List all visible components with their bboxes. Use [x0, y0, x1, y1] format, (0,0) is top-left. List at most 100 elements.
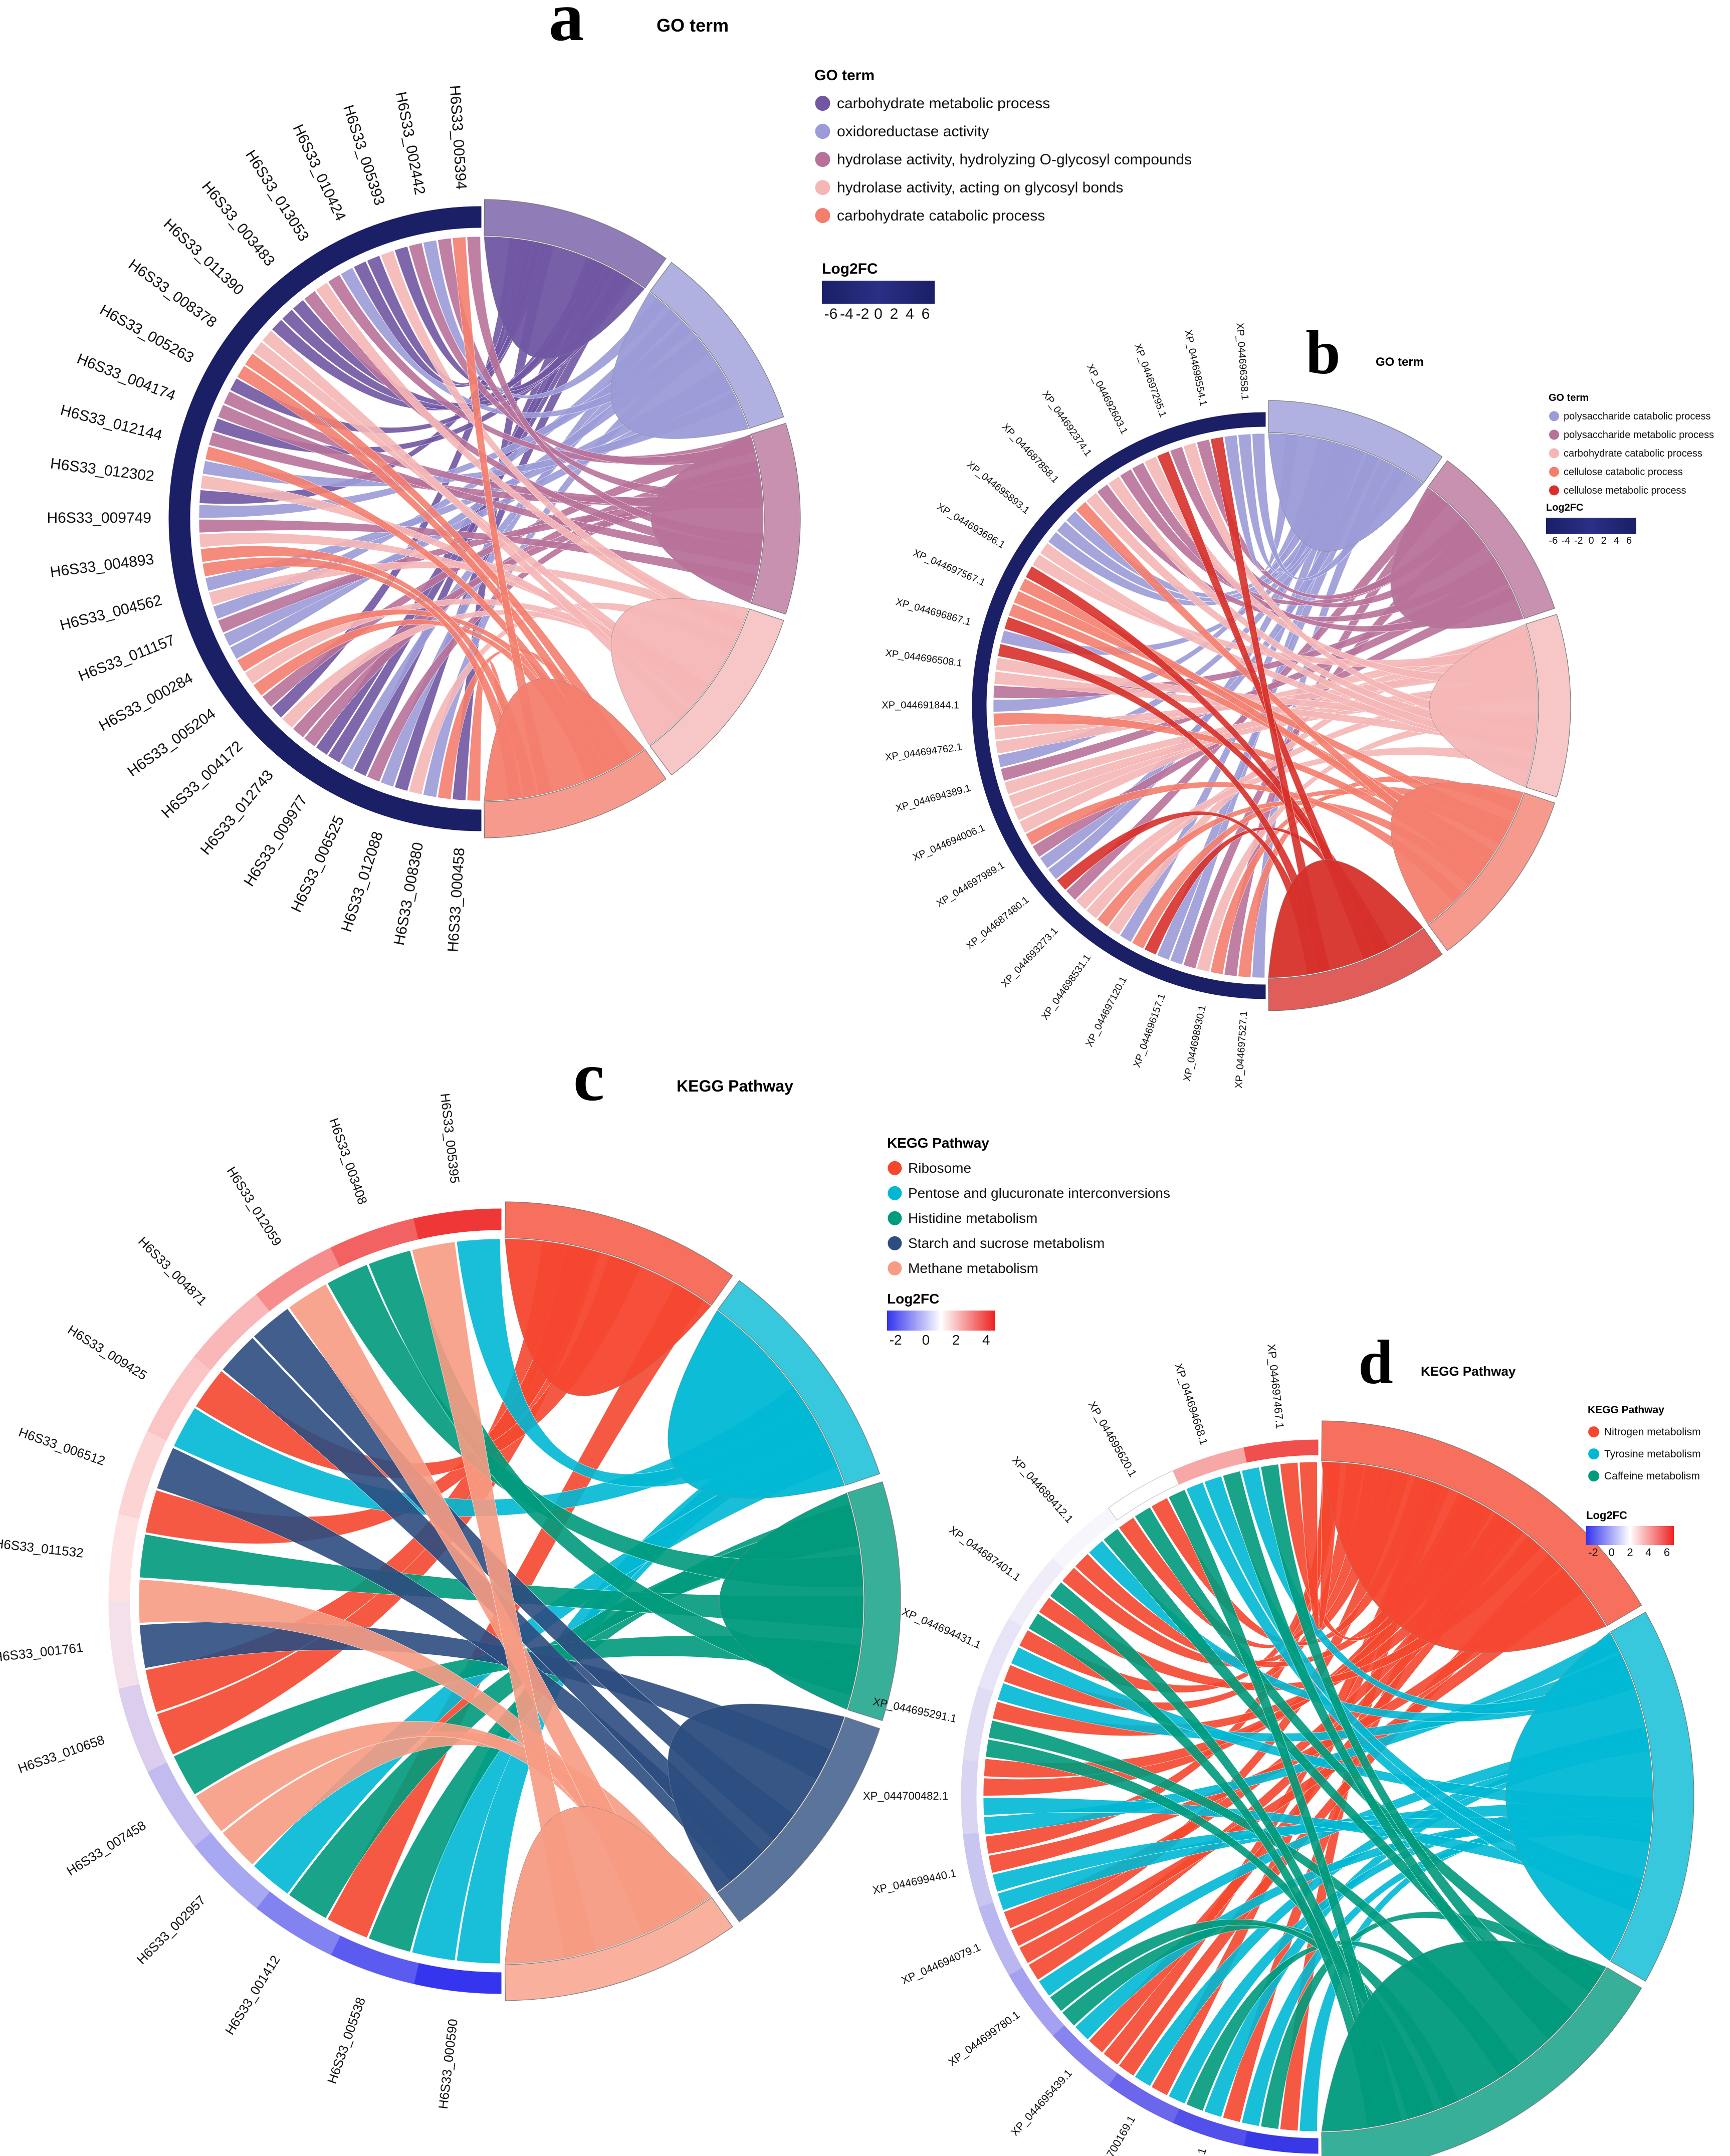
gene-label: XP_044694762.1 — [885, 742, 963, 763]
gene-segment — [108, 1601, 140, 1689]
gene-label: H6S33_009749 — [47, 510, 151, 526]
gene-segment — [978, 762, 1003, 804]
scale-tick: -2 — [1588, 1546, 1598, 1559]
gene-label: XP_044700482.1 — [863, 1790, 948, 1802]
scale-title: Log2FC — [1586, 1509, 1627, 1522]
gene-label: H6S33_002442 — [392, 90, 428, 196]
category-arc — [717, 1280, 881, 1486]
legend-label: Caffeine metabolism — [1604, 1470, 1700, 1482]
scale-tick: 2 — [890, 306, 899, 322]
legend-swatch — [815, 124, 830, 139]
scale-tick: 2 — [1627, 1546, 1633, 1559]
gene-segment — [1186, 414, 1228, 438]
legend: GO term polysaccharide catabolic process p… — [1549, 392, 1714, 496]
scale-tick: 2 — [952, 1332, 960, 1348]
scale-tick: -2 — [890, 1332, 902, 1348]
gene-label: XP_044697567.1 — [912, 547, 987, 588]
gene-segment — [442, 206, 482, 231]
gene-label: XP_044694006.1 — [911, 822, 987, 864]
gene-label: XP_044687858.1 — [1000, 421, 1061, 485]
gene-segment — [972, 724, 993, 766]
gene-label: XP_044695291.1 — [872, 1695, 958, 1725]
category-arc — [484, 199, 667, 289]
gene-label: XP_044697295.1 — [1132, 342, 1169, 419]
gene-label: H6S33_008380 — [391, 841, 426, 947]
category-arc — [1428, 792, 1555, 951]
gene-segment — [169, 536, 195, 578]
scale-tick: 6 — [922, 306, 930, 322]
legend-swatch — [888, 1186, 902, 1200]
legend-swatch — [888, 1261, 902, 1275]
gene-segment — [972, 645, 993, 687]
panel-letter: b — [1306, 318, 1341, 387]
category-lobe — [668, 1703, 845, 1892]
category-lobe — [610, 598, 749, 746]
legend-label: carbohydrate metabolic process — [837, 95, 1050, 112]
gene-label: XP_044698554.1 — [1182, 329, 1209, 407]
chord-ribbons — [138, 1238, 864, 1964]
gene-segment — [442, 807, 482, 831]
legend-label: Histidine metabolism — [908, 1210, 1037, 1226]
gene-label: H6S33_004562 — [58, 592, 163, 634]
category-arc — [484, 749, 667, 838]
gene-label: H6S33_004893 — [49, 551, 155, 581]
gene-label: XP_044694431.1 — [900, 1605, 983, 1651]
legend-label: Starch and sucrose metabolism — [908, 1235, 1105, 1251]
legend-label: carbohydrate catabolic process — [837, 207, 1045, 224]
scale-tick: 0 — [874, 306, 883, 322]
gene-segment — [403, 208, 445, 237]
legend-label: carbohydrate catabolic process — [1564, 448, 1702, 459]
gene-label: XP_044693273.1 — [999, 926, 1060, 990]
gene-label: H6S33_004871 — [135, 1234, 210, 1309]
category-arc — [650, 608, 784, 776]
legend-swatch — [1588, 1470, 1600, 1482]
panel-letter: c — [573, 1038, 604, 1116]
legend-swatch — [1549, 448, 1559, 459]
legend-title: KEGG Pathway — [887, 1135, 989, 1151]
gene-segment — [1225, 412, 1266, 429]
gene-label: H6S33_010658 — [16, 1732, 106, 1776]
gene-segment — [1243, 2130, 1319, 2154]
gene-label: XP_044695439.1 — [1008, 2067, 1074, 2138]
scale-tick: -4 — [1562, 535, 1571, 546]
gene-segment — [413, 1963, 502, 1994]
gene-segment — [413, 1208, 502, 1240]
gene-label: XP_044692374.1 — [1040, 389, 1094, 459]
scale-tick: 6 — [1664, 1546, 1670, 1559]
legend-label: hydrolase activity, acting on glycosyl b… — [837, 179, 1123, 196]
panel-letter: d — [1358, 1328, 1393, 1397]
panel-title: KEGG Pathway — [677, 1077, 793, 1095]
scale-bar — [1546, 518, 1636, 534]
gene-label: H6S33_005394 — [447, 85, 470, 190]
category-lobe — [719, 1492, 864, 1710]
gene-label: H6S33_005395 — [438, 1093, 463, 1184]
legend-title: GO term — [814, 67, 875, 84]
gene-label: XP_044694079.1 — [900, 1941, 983, 1987]
chord-panel-b: b GO term XP_044697527.1 XP_044698930.1 XP_0… — [882, 318, 1714, 1089]
scale-tick: -6 — [1549, 535, 1558, 546]
panel-letter: a — [549, 0, 584, 56]
legend-swatch — [1588, 1426, 1600, 1438]
gene-label: XP_044695620.1 — [1086, 1399, 1140, 1479]
gene-label: XP_044696157.1 — [1132, 992, 1168, 1069]
gene-label: XP_044697120.1 — [1084, 975, 1129, 1048]
scale-tick: 0 — [922, 1332, 930, 1348]
legend-label: hydrolase activity, hydrolyzing O-glycos… — [837, 151, 1192, 168]
gene-label: H6S33_012302 — [49, 455, 155, 485]
gene-label: XP_044698930.1 — [1182, 1004, 1208, 1083]
gene-label: H6S33_000284 — [96, 670, 196, 734]
gene-label: H6S33_005393 — [340, 103, 388, 207]
category-arc — [751, 422, 801, 615]
legend-title: GO term — [1549, 392, 1589, 403]
category-lobe — [484, 678, 645, 801]
category-arc — [1321, 1420, 1642, 1626]
log2fc-scale: Log2FC -2 0 2 4 6 — [1586, 1509, 1674, 1559]
category-lobe — [1390, 487, 1524, 629]
category-arc — [847, 1481, 901, 1721]
scale-tick: 4 — [1614, 535, 1619, 546]
gene-label: H6S33_012088 — [338, 829, 386, 934]
legend-swatch — [1549, 411, 1559, 421]
legend-swatch — [1588, 1448, 1600, 1460]
category-lobe — [1321, 1461, 1607, 1653]
